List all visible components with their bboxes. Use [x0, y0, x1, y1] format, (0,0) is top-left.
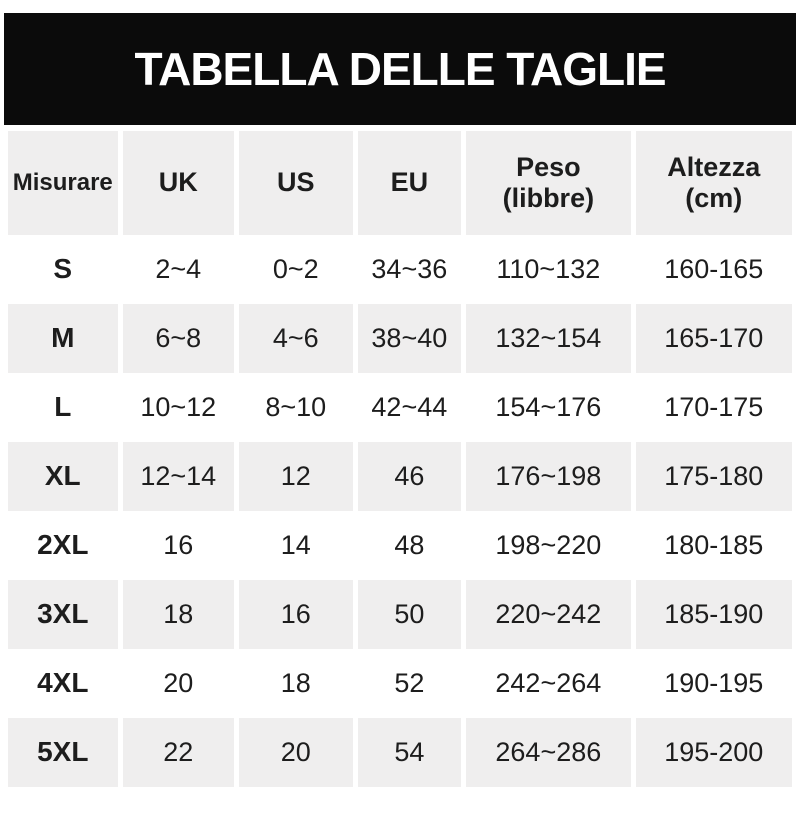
cell-altezza: 185-190	[635, 580, 792, 649]
column-header-peso: Peso (libbre)	[466, 131, 631, 235]
cell-eu: 38~40	[357, 304, 462, 373]
column-header-label: Altezza	[667, 151, 761, 182]
table-row-xl: XL 12~14 12 46 176~198 175-180	[8, 442, 792, 511]
cell-eu: 54	[357, 718, 462, 787]
cell-eu: 52	[394, 667, 425, 698]
cell-us: 4~6	[239, 304, 353, 373]
column-header-us: US	[239, 131, 353, 235]
column-header-uk: UK	[122, 131, 235, 235]
table-row-3xl: 3XL 18 16 50 220~242 185-190	[8, 580, 792, 649]
cell-altezza: 160-165	[664, 253, 764, 284]
table-row-2xl: 2XL 16 14 48 198~220 180-185	[8, 511, 792, 580]
cell-peso: 132~154	[466, 304, 631, 373]
column-header-eu: EU	[357, 131, 462, 235]
cell-us: 18	[280, 667, 311, 698]
column-header-label: UK	[158, 167, 198, 198]
cell-peso: 264~286	[466, 718, 631, 787]
cell-altezza: 195-200	[635, 718, 792, 787]
cell-altezza: 175-180	[635, 442, 792, 511]
cell-uk: 18	[122, 580, 235, 649]
cell-eu: 50	[357, 580, 462, 649]
cell-misurare: S	[53, 253, 73, 285]
cell-misurare: 2XL	[37, 529, 89, 561]
column-header-misurare: Misurare	[8, 131, 118, 235]
cell-misurare: XL	[8, 442, 118, 511]
cell-altezza: 190-195	[664, 667, 764, 698]
column-header-label: Misurare	[12, 169, 113, 197]
column-header-label: EU	[390, 167, 429, 198]
table-row-4xl: 4XL 20 18 52 242~264 190-195	[8, 649, 792, 718]
cell-peso: 110~132	[496, 253, 601, 284]
cell-uk: 22	[122, 718, 235, 787]
cell-misurare: 3XL	[8, 580, 118, 649]
column-header-label: Peso	[516, 151, 581, 182]
cell-uk: 2~4	[155, 253, 202, 284]
cell-eu: 46	[357, 442, 462, 511]
table-row-5xl: 5XL 22 20 54 264~286 195-200	[8, 718, 792, 787]
table-body: S 2~4 0~2 34~36 110~132 160-165 M 6~8 4~6 38~40 13…	[8, 235, 792, 787]
column-header-sublabel: (libbre)	[502, 183, 595, 213]
cell-altezza: 180-185	[664, 529, 764, 560]
cell-misurare: M	[8, 304, 118, 373]
cell-uk: 6~8	[122, 304, 235, 373]
table-row-s: S 2~4 0~2 34~36 110~132 160-165	[8, 235, 792, 304]
cell-peso: 176~198	[466, 442, 631, 511]
table-row-l: L 10~12 8~10 42~44 154~176 170-175	[8, 373, 792, 442]
cell-peso: 220~242	[466, 580, 631, 649]
cell-peso: 154~176	[495, 391, 602, 422]
cell-us: 14	[280, 529, 311, 560]
column-header-label: US	[277, 167, 315, 198]
cell-us: 0~2	[272, 253, 319, 284]
cell-misurare: 4XL	[37, 667, 89, 699]
cell-uk: 12~14	[122, 442, 235, 511]
cell-misurare: L	[54, 391, 72, 423]
cell-eu: 48	[394, 529, 425, 560]
table-header-row: Misurare UK US EU Peso (libbre) Altezza (cm)	[8, 131, 792, 235]
cell-uk: 16	[163, 529, 194, 560]
cell-eu: 42~44	[371, 391, 448, 422]
cell-altezza: 165-170	[635, 304, 792, 373]
cell-peso: 198~220	[495, 529, 602, 560]
cell-eu: 34~36	[371, 253, 448, 284]
title-banner: TABELLA DELLE TAGLIE	[4, 13, 796, 125]
cell-us: 8~10	[265, 391, 327, 422]
page-title: TABELLA DELLE TAGLIE	[134, 43, 666, 95]
cell-altezza: 170-175	[664, 391, 764, 422]
table-row-m: M 6~8 4~6 38~40 132~154 165-170	[8, 304, 792, 373]
column-header-altezza: Altezza (cm)	[635, 131, 792, 235]
cell-us: 20	[239, 718, 353, 787]
size-chart-page: TABELLA DELLE TAGLIE Misurare UK US EU Peso(…	[0, 13, 800, 787]
column-header-sublabel: (cm)	[685, 183, 743, 213]
cell-misurare: 5XL	[8, 718, 118, 787]
cell-uk: 10~12	[140, 391, 217, 422]
cell-us: 12	[239, 442, 353, 511]
cell-us: 16	[239, 580, 353, 649]
cell-peso: 242~264	[495, 667, 602, 698]
cell-uk: 20	[163, 667, 194, 698]
